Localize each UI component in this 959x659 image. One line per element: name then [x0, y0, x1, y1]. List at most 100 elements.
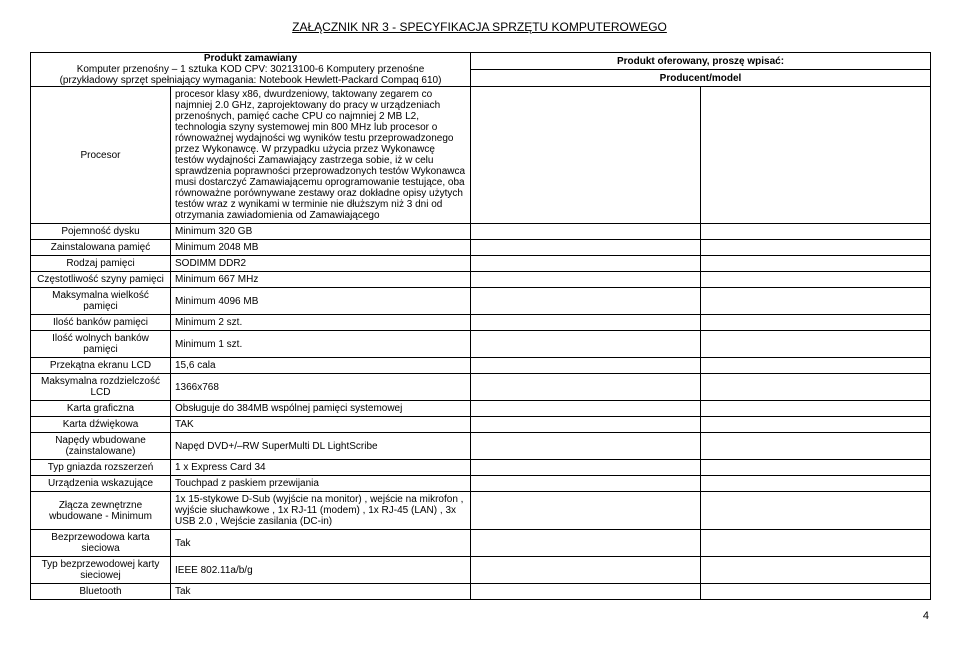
- offer-cell: [701, 240, 931, 256]
- spec-label: Złącza zewnętrzne wbudowane - Minimum: [31, 492, 171, 530]
- offer-cell: [701, 256, 931, 272]
- spec-label: Karta dźwiękowa: [31, 417, 171, 433]
- offer-cell: [701, 460, 931, 476]
- spec-label: Ilość banków pamięci: [31, 315, 171, 331]
- spec-table: Produkt zamawiany Komputer przenośny – 1…: [30, 52, 931, 600]
- offer-cell: [471, 331, 701, 358]
- spec-label: Napędy wbudowane (zainstalowane): [31, 433, 171, 460]
- table-row: Maksymalna rozdzielczość LCD1366x768: [31, 374, 931, 401]
- spec-label: Pojemność dysku: [31, 224, 171, 240]
- spec-value: 15,6 cala: [171, 358, 471, 374]
- offer-cell: [701, 476, 931, 492]
- offer-cell: [471, 460, 701, 476]
- table-row: Ilość banków pamięciMinimum 2 szt.: [31, 315, 931, 331]
- offer-cell: [471, 315, 701, 331]
- table-row: Procesorprocesor klasy x86, dwurdzeniowy…: [31, 87, 931, 224]
- offer-cell: [471, 557, 701, 584]
- offer-cell: [471, 401, 701, 417]
- offer-cell: [471, 530, 701, 557]
- spec-label: Karta graficzna: [31, 401, 171, 417]
- table-row: Pojemność dyskuMinimum 320 GB: [31, 224, 931, 240]
- table-row: Napędy wbudowane (zainstalowane)Napęd DV…: [31, 433, 931, 460]
- spec-value: 1366x768: [171, 374, 471, 401]
- table-row: Częstotliwość szyny pamięciMinimum 667 M…: [31, 272, 931, 288]
- offer-header-title: Produkt oferowany, proszę wpisać:: [471, 53, 931, 70]
- offer-cell: [701, 224, 931, 240]
- document-title: ZAŁĄCZNIK NR 3 - SPECYFIKACJA SPRZĘTU KO…: [30, 20, 929, 34]
- spec-value: Tak: [171, 530, 471, 557]
- spec-value: 1x 15-stykowe D-Sub (wyjście na monitor)…: [171, 492, 471, 530]
- spec-label: Zainstalowana pamięć: [31, 240, 171, 256]
- product-line1: Komputer przenośny – 1 sztuka KOD CPV: 3…: [77, 64, 425, 75]
- spec-value: 1 x Express Card 34: [171, 460, 471, 476]
- table-row: Złącza zewnętrzne wbudowane - Minimum1x …: [31, 492, 931, 530]
- table-row: Maksymalna wielkość pamięciMinimum 4096 …: [31, 288, 931, 315]
- spec-value: Minimum 1 szt.: [171, 331, 471, 358]
- spec-value: IEEE 802.11a/b/g: [171, 557, 471, 584]
- offer-cell: [701, 417, 931, 433]
- spec-value: Napęd DVD+/–RW SuperMulti DL LightScribe: [171, 433, 471, 460]
- offer-cell: [471, 87, 701, 224]
- spec-value: SODIMM DDR2: [171, 256, 471, 272]
- table-row: Karta dźwiękowaTAK: [31, 417, 931, 433]
- offer-cell: [471, 476, 701, 492]
- spec-value: TAK: [171, 417, 471, 433]
- table-row: BluetoothTak: [31, 584, 931, 600]
- offer-cell: [471, 584, 701, 600]
- table-row: Bezprzewodowa karta sieciowaTak: [31, 530, 931, 557]
- offer-cell: [701, 433, 931, 460]
- offer-cell: [471, 224, 701, 240]
- offer-cell: [471, 358, 701, 374]
- spec-value: procesor klasy x86, dwurdzeniowy, taktow…: [171, 87, 471, 224]
- offer-cell: [471, 417, 701, 433]
- offer-cell: [701, 401, 931, 417]
- offer-cell: [701, 272, 931, 288]
- spec-label: Bezprzewodowa karta sieciowa: [31, 530, 171, 557]
- spec-value: Minimum 2048 MB: [171, 240, 471, 256]
- spec-label: Typ bezprzewodowej karty sieciowej: [31, 557, 171, 584]
- spec-label: Rodzaj pamięci: [31, 256, 171, 272]
- spec-label: Urządzenia wskazujące: [31, 476, 171, 492]
- page-number: 4: [30, 610, 929, 622]
- spec-label: Ilość wolnych banków pamięci: [31, 331, 171, 358]
- spec-label: Częstotliwość szyny pamięci: [31, 272, 171, 288]
- table-row: Przekątna ekranu LCD15,6 cala: [31, 358, 931, 374]
- table-row: Typ gniazda rozszerzeń1 x Express Card 3…: [31, 460, 931, 476]
- spec-value: Touchpad z paskiem przewijania: [171, 476, 471, 492]
- offer-cell: [471, 288, 701, 315]
- product-line2: (przykładowy sprzęt spełniający wymagani…: [60, 75, 442, 86]
- table-row: Typ bezprzewodowej karty sieciowejIEEE 8…: [31, 557, 931, 584]
- spec-label: Bluetooth: [31, 584, 171, 600]
- spec-value: Minimum 4096 MB: [171, 288, 471, 315]
- offer-cell: [701, 557, 931, 584]
- product-ordered-title: Produkt zamawiany: [31, 53, 470, 64]
- offer-cell: [701, 530, 931, 557]
- table-row: Karta graficznaObsługuje do 384MB wspóln…: [31, 401, 931, 417]
- offer-cell: [701, 331, 931, 358]
- offer-cell: [701, 584, 931, 600]
- spec-label: Typ gniazda rozszerzeń: [31, 460, 171, 476]
- table-row: Ilość wolnych banków pamięciMinimum 1 sz…: [31, 331, 931, 358]
- offer-cell: [701, 492, 931, 530]
- offer-cell: [701, 288, 931, 315]
- spec-label: Maksymalna rozdzielczość LCD: [31, 374, 171, 401]
- table-row: Rodzaj pamięciSODIMM DDR2: [31, 256, 931, 272]
- offer-cell: [471, 433, 701, 460]
- spec-label: Maksymalna wielkość pamięci: [31, 288, 171, 315]
- offer-cell: [701, 87, 931, 224]
- offer-cell: [701, 374, 931, 401]
- spec-value: Minimum 2 szt.: [171, 315, 471, 331]
- spec-value: Obsługuje do 384MB wspólnej pamięci syst…: [171, 401, 471, 417]
- spec-value: Tak: [171, 584, 471, 600]
- spec-value: Minimum 320 GB: [171, 224, 471, 240]
- table-row: Zainstalowana pamięćMinimum 2048 MB: [31, 240, 931, 256]
- offer-cell: [471, 374, 701, 401]
- table-row: Urządzenia wskazująceTouchpad z paskiem …: [31, 476, 931, 492]
- spec-label: Procesor: [31, 87, 171, 224]
- offer-cell: [471, 240, 701, 256]
- spec-label: Przekątna ekranu LCD: [31, 358, 171, 374]
- offer-header-sub: Producent/model: [471, 70, 931, 87]
- offer-cell: [471, 256, 701, 272]
- offer-cell: [471, 492, 701, 530]
- spec-value: Minimum 667 MHz: [171, 272, 471, 288]
